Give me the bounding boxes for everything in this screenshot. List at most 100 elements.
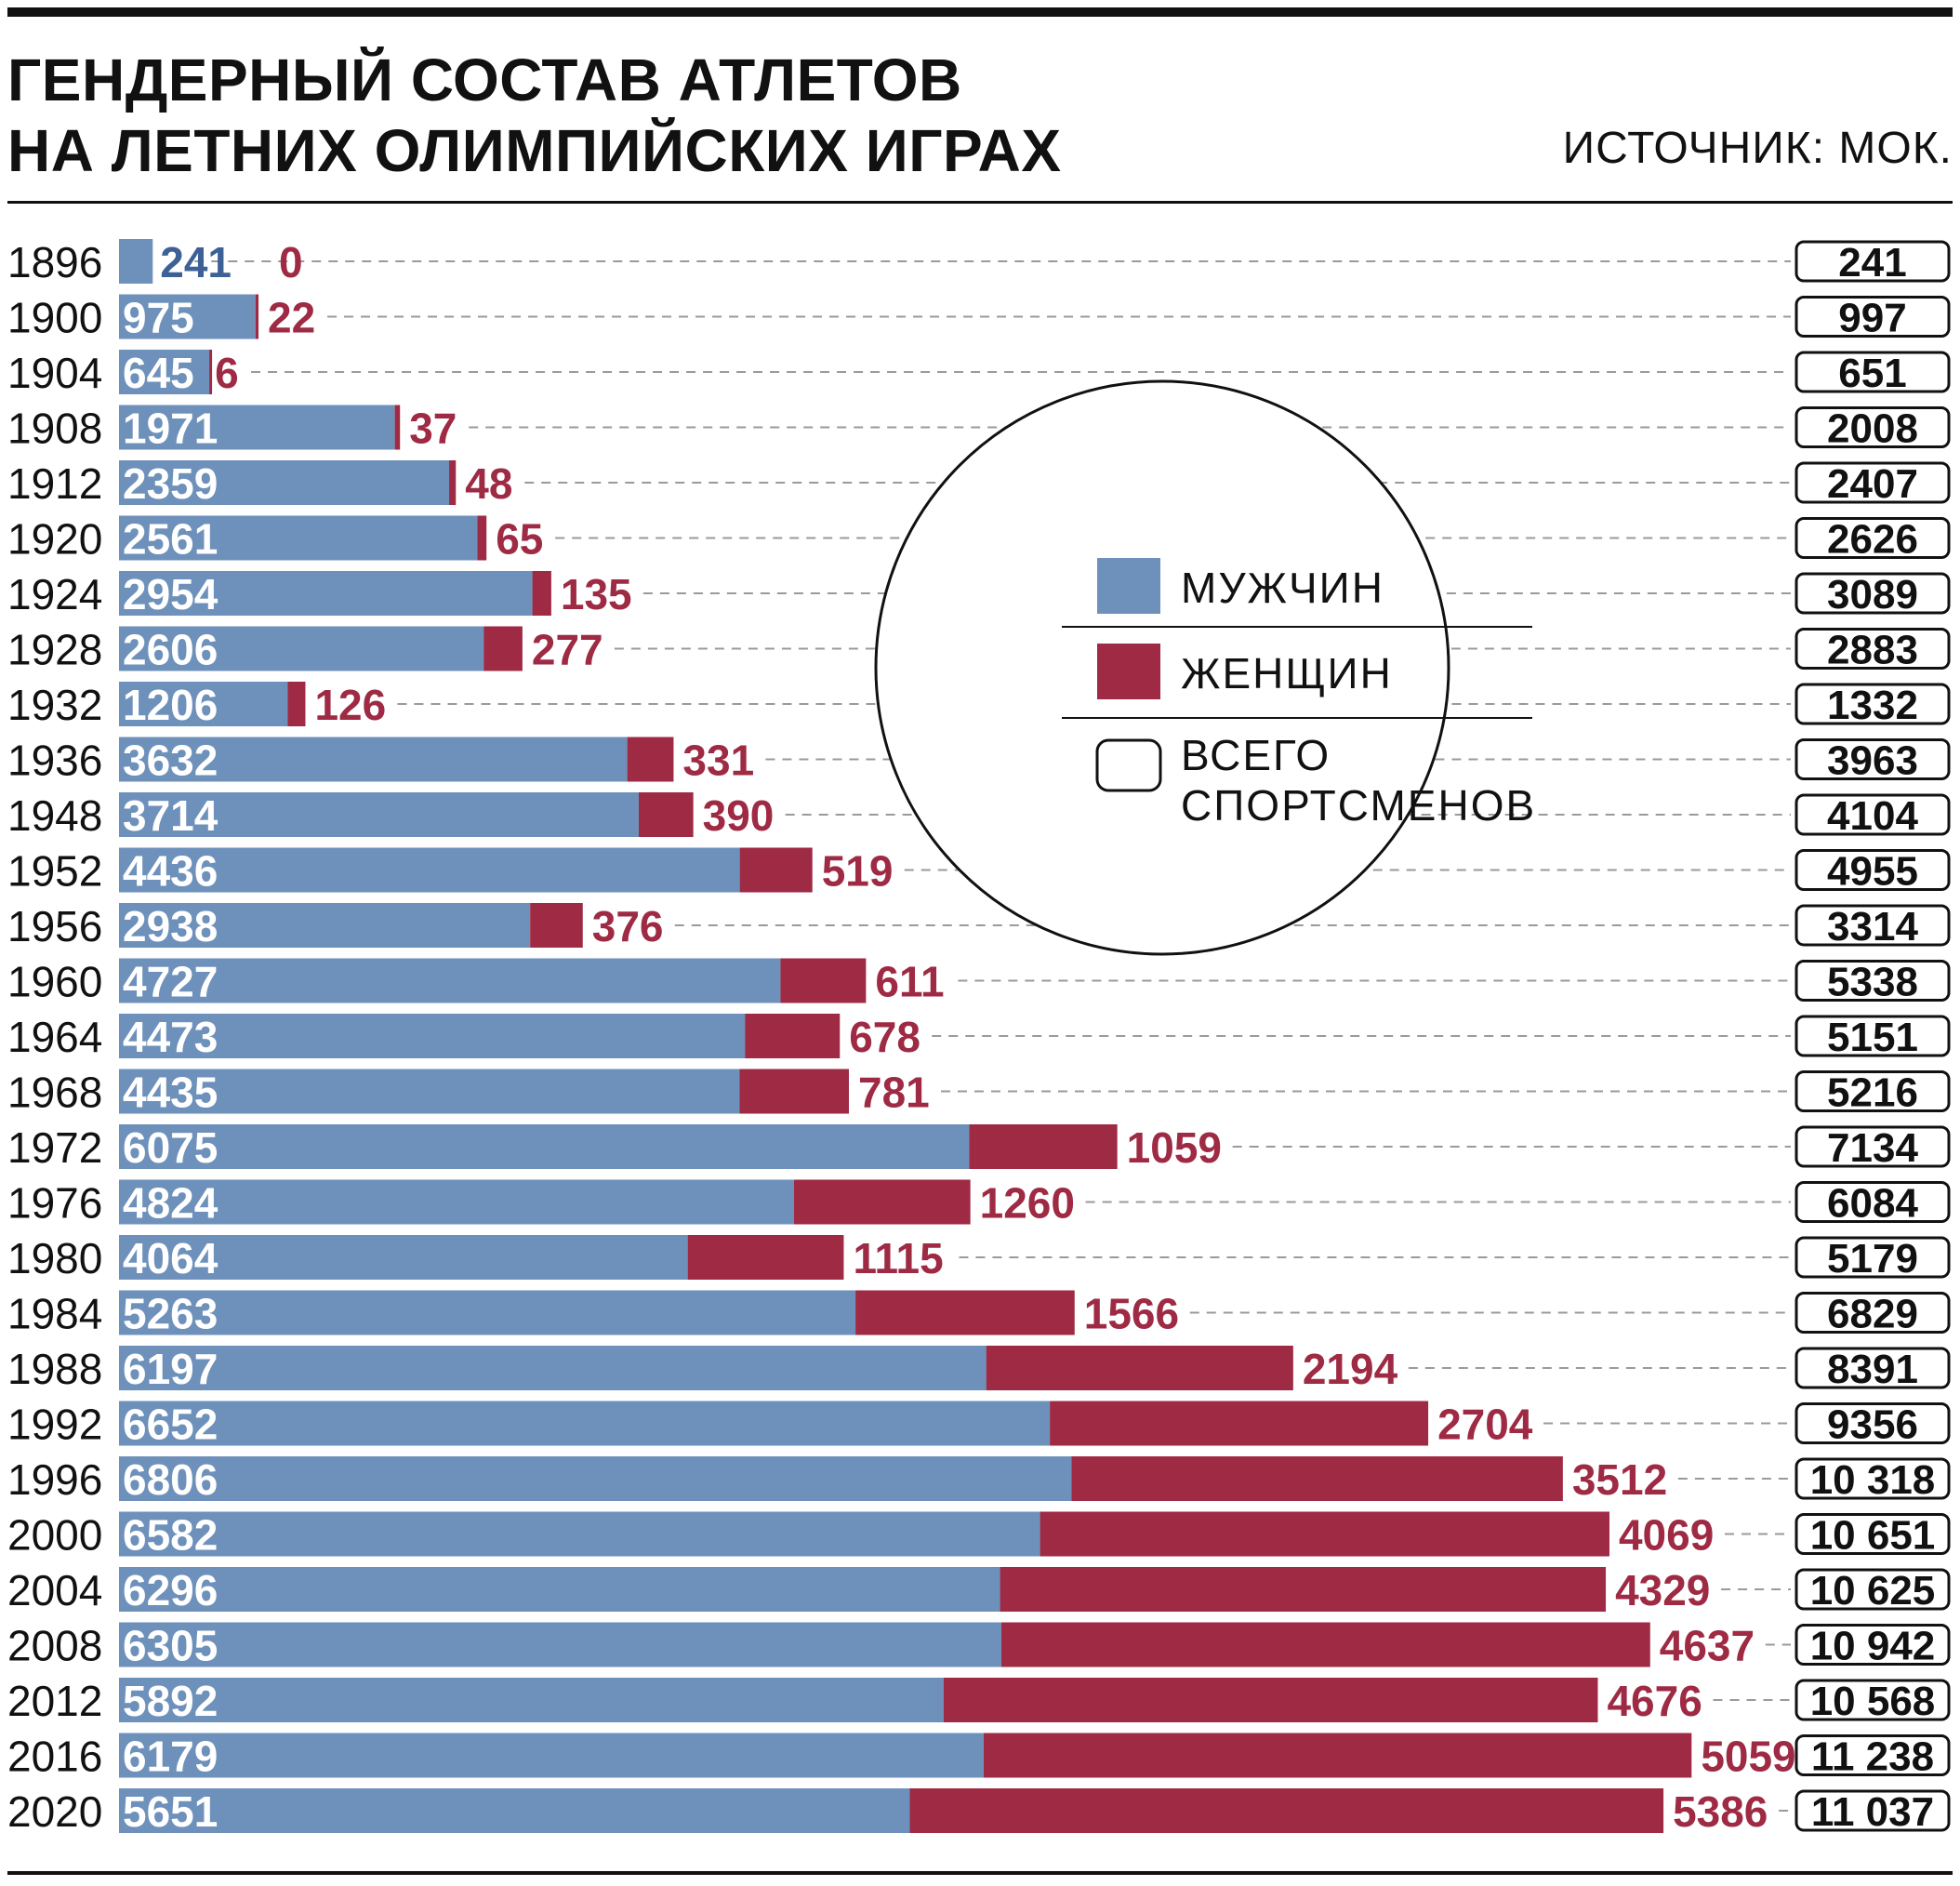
header-rule [7, 201, 1953, 204]
men-bar [119, 1290, 856, 1335]
men-value-label: 2359 [123, 459, 218, 508]
men-bar [119, 1788, 910, 1833]
total-value-label: 7134 [1827, 1125, 1918, 1171]
total-box [1794, 572, 1951, 615]
total-box [1794, 461, 1951, 504]
men-value-label: 1206 [123, 681, 218, 729]
total-box [1794, 1734, 1951, 1776]
chart-title: ГЕНДЕРНЫЙ СОСТАВ АТЛЕТОВ НА ЛЕТНИХ ОЛИМП… [7, 45, 1062, 186]
legend-men-label: МУЖЧИН [1181, 564, 1384, 612]
women-bar [530, 903, 583, 948]
women-bar [687, 1235, 844, 1280]
women-bar [943, 1678, 1598, 1722]
men-bar [119, 792, 639, 837]
women-bar [1040, 1511, 1609, 1557]
men-value-label: 6652 [123, 1401, 218, 1449]
year-label: 1952 [7, 847, 102, 896]
men-value-label: 6296 [123, 1566, 218, 1614]
women-value-label: 519 [822, 847, 894, 896]
women-value-label: 135 [561, 570, 632, 618]
men-value-label: 241 [160, 238, 232, 286]
total-value-label: 10 625 [1810, 1568, 1936, 1614]
women-bar [969, 1124, 1118, 1169]
total-value-label: 10 651 [1810, 1513, 1936, 1559]
source-note: ИСТОЧНИК: МОК. [1562, 124, 1953, 173]
total-value-label: 10 942 [1810, 1624, 1936, 1669]
total-value-label: 2883 [1827, 628, 1918, 673]
year-label: 1980 [7, 1234, 102, 1282]
year-label: 1936 [7, 737, 102, 785]
total-value-label: 6084 [1827, 1181, 1918, 1227]
total-box [1794, 517, 1951, 559]
legend-total-label-line-1: ВСЕГО [1181, 731, 1331, 779]
women-value-label: 37 [409, 405, 457, 453]
men-bar [119, 1179, 795, 1225]
total-value-label: 11 238 [1811, 1734, 1934, 1780]
men-value-label: 975 [123, 294, 194, 342]
women-bar [1071, 1456, 1563, 1501]
year-label: 2008 [7, 1622, 102, 1670]
women-value-label: 5059 [1701, 1733, 1795, 1781]
total-box [1794, 1402, 1951, 1444]
year-label: 2004 [7, 1566, 102, 1614]
total-box [1794, 1513, 1951, 1555]
men-value-label: 2561 [123, 515, 218, 564]
women-value-label: 376 [592, 902, 664, 950]
total-value-label: 5216 [1827, 1070, 1918, 1116]
men-bar [119, 1567, 1000, 1612]
legend-total-swatch [1095, 738, 1162, 792]
men-bar [119, 1456, 1072, 1501]
total-value-label: 9356 [1827, 1402, 1918, 1448]
women-value-label: 5386 [1673, 1787, 1768, 1836]
total-box [1794, 1125, 1951, 1168]
title-line-2: НА ЛЕТНИХ ОЛИМПИЙСКИХ ИГРАХ [7, 117, 1062, 184]
total-box [1794, 1457, 1951, 1500]
men-value-label: 5263 [123, 1290, 218, 1338]
men-bar [119, 682, 288, 726]
top-rule [7, 7, 1953, 17]
total-box [1794, 351, 1951, 393]
total-value-label: 2008 [1827, 406, 1918, 452]
men-value-label: 1971 [123, 405, 218, 453]
year-label: 1972 [7, 1123, 102, 1172]
year-label: 1932 [7, 681, 102, 729]
women-bar [638, 792, 694, 837]
men-bar [119, 350, 210, 394]
total-value-label: 5179 [1827, 1236, 1918, 1282]
total-box [1794, 1624, 1951, 1666]
women-value-label: 331 [682, 737, 754, 785]
women-bar [909, 1788, 1664, 1833]
men-bar [119, 1069, 740, 1114]
women-bar [483, 626, 523, 671]
men-bar [119, 1401, 1051, 1446]
total-value-label: 997 [1838, 296, 1906, 341]
total-box [1794, 240, 1951, 283]
total-value-label: 4104 [1827, 793, 1918, 839]
women-bar [739, 1069, 850, 1114]
year-label: 1904 [7, 349, 102, 397]
total-value-label: 10 318 [1810, 1457, 1936, 1503]
women-value-label: 390 [703, 791, 775, 840]
total-value-label: 4955 [1827, 849, 1918, 895]
total-value-label: 11 037 [1811, 1789, 1934, 1835]
women-bar [1000, 1622, 1650, 1667]
total-value-label: 6829 [1827, 1292, 1918, 1337]
men-bar [119, 1346, 987, 1390]
total-box [1794, 296, 1951, 338]
women-bar [287, 682, 306, 726]
women-value-label: 4676 [1607, 1677, 1702, 1725]
total-value-label: 3963 [1827, 738, 1918, 784]
women-bar [1000, 1567, 1607, 1612]
total-box [1794, 904, 1951, 947]
women-bar [855, 1290, 1075, 1335]
year-label: 1900 [7, 294, 102, 342]
men-bar [119, 1235, 688, 1280]
legend-women-swatch [1097, 644, 1160, 699]
total-box [1794, 960, 1951, 1002]
men-value-label: 6305 [123, 1622, 218, 1670]
men-value-label: 6075 [123, 1123, 218, 1172]
men-value-label: 3632 [123, 737, 218, 785]
total-value-label: 5151 [1827, 1015, 1918, 1060]
women-value-label: 48 [465, 459, 512, 508]
